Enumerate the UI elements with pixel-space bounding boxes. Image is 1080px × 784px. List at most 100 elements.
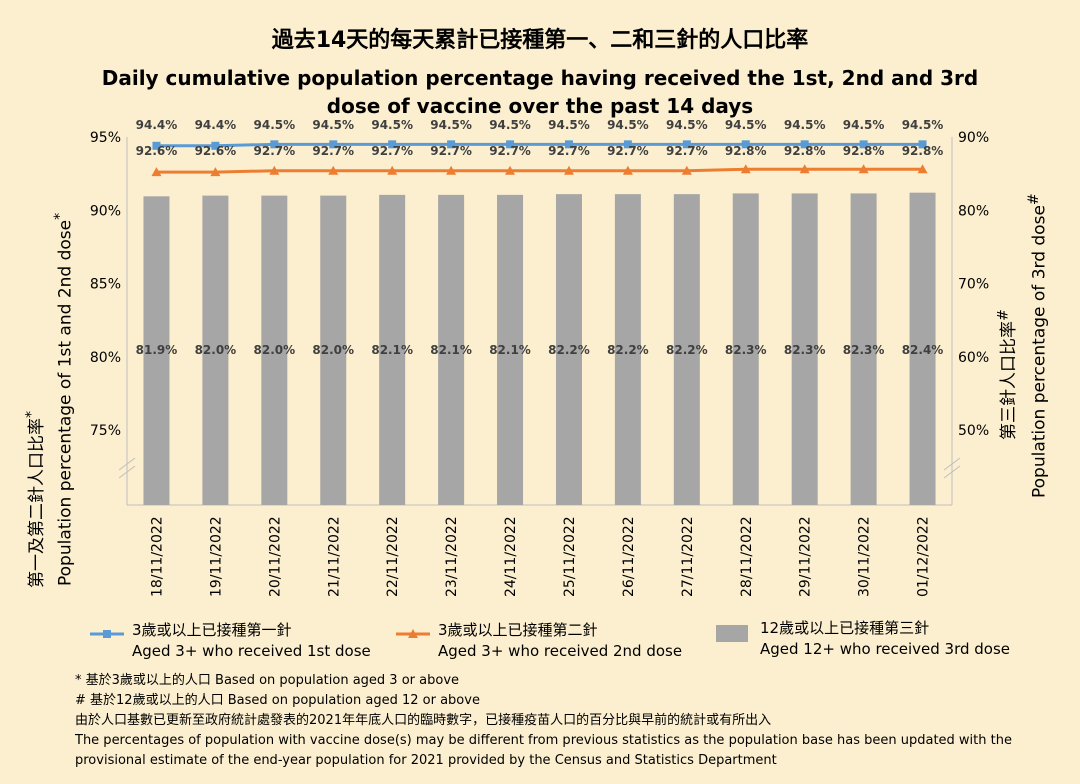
point-dose2-label: 92.7% [371,144,413,158]
point-dose1-label: 94.5% [607,118,649,132]
legend-dose2-zh: 3歲或以上已接種第二針 [438,621,598,639]
x-tick-label: 21/11/2022 [326,516,342,597]
line-dose2 [156,167,923,174]
point-dose2-label: 92.7% [666,144,708,158]
bar-dose3 [497,194,524,505]
marker-dose1 [211,141,220,150]
marker-dose2 [799,164,810,174]
bar-dose3 [732,193,759,505]
y-left-tick-label: 90% [90,203,121,219]
legend-dose1-marker [103,630,111,638]
point-dose1-label: 94.5% [725,118,767,132]
point-dose1-label: 94.5% [843,118,885,132]
x-tick-label: 23/11/2022 [444,516,460,597]
legend-item-dose3: 12歲或以上已接種第三針 Aged 12+ who received 3rd d… [760,618,1010,660]
bar-dose3 [555,194,582,505]
bar-dose3 [202,195,229,505]
marker-dose2 [505,165,516,175]
point-dose1-label: 94.5% [312,118,354,132]
bar-dose3-label: 82.1% [430,343,472,357]
y-right-tick-label: 90% [958,130,989,146]
x-tick-label: 28/11/2022 [739,516,755,597]
bar-dose3-label: 82.1% [489,343,531,357]
point-dose1-label: 94.4% [136,118,178,132]
marker-dose2 [740,164,751,174]
left-axis-title-en-sup: * [52,212,68,220]
marker-dose1 [506,140,515,149]
footnotes: * 基於3歲或以上的人口 Based on population aged 3 … [75,671,1065,771]
bar-dose3-label: 82.3% [843,343,885,357]
bar-dose3-label: 82.3% [784,343,826,357]
bar-dose3-label: 82.0% [195,343,237,357]
marker-dose2 [858,164,869,174]
bar-dose3-label: 82.3% [725,343,767,357]
x-tick-label: 30/11/2022 [857,516,873,597]
bar-dose3 [614,194,641,505]
x-tick-label: 01/12/2022 [916,516,932,597]
marker-dose1 [270,140,279,149]
x-tick-label: 18/11/2022 [149,516,165,597]
chart-title-zh: 過去14天的每天累計已接種第一、二和三針的人口比率 [271,28,809,53]
legend-dose3-zh: 12歲或以上已接種第三針 [760,619,930,637]
left-axis-break [118,457,136,479]
marker-dose2 [622,165,633,175]
legend-dose3-swatch [716,625,748,642]
point-dose2-label: 92.7% [430,144,472,158]
point-dose2-label: 92.7% [548,144,590,158]
bar-dose3-label: 82.2% [607,343,649,357]
marker-dose1 [329,140,338,149]
marker-dose2 [269,165,280,175]
right-axis-break [943,457,961,479]
bar-dose3 [850,193,877,505]
left-axis-title-zh: 第一及第二針人口比率 [27,418,47,588]
point-dose1-label: 94.5% [430,118,472,132]
bar-dose3-label: 82.1% [371,343,413,357]
bar-dose3 [909,192,936,506]
point-dose2-label: 92.6% [136,144,178,158]
marker-dose2 [387,165,398,175]
footnote-4: The percentages of population with vacci… [75,733,1012,748]
x-tick-label: 29/11/2022 [798,516,814,597]
bar-dose3 [143,196,170,505]
marker-dose1 [447,140,456,149]
marker-dose2 [210,167,221,177]
footnote-5: provisional estimate of the end-year pop… [75,753,777,768]
y-left-tick-label: 95% [90,130,121,146]
x-tick-label: 19/11/2022 [208,516,224,597]
x-tick-label: 27/11/2022 [680,516,696,597]
bar-dose3 [320,195,347,505]
left-axis-title-en: Population percentage of 1st and 2nd dos… [55,219,76,586]
left-axis-title: 第一及第二針人口比率* [22,411,47,588]
legend-dose2-marker [408,629,418,638]
x-tick-label: 24/11/2022 [503,516,519,597]
bar-dose3-label: 81.9% [136,343,178,357]
bar-dose3-label: 82.0% [312,343,354,357]
footnote-2: # 基於12歲或以上的人口 Based on population aged 1… [75,693,480,708]
y-left-tick-label: 85% [90,277,121,293]
point-dose2-label: 92.7% [607,144,649,158]
left-axis-title-zh-sup: * [23,410,40,418]
right-axis-title: 第三針人口比率# [994,309,1019,440]
footnote-3: 由於人口基數已更新至政府統計處發表的2021年年底人口的臨時數字，已接種疫苗人口… [75,713,772,728]
line-dose1 [156,142,923,148]
x-tick-label: 20/11/2022 [267,516,283,597]
point-dose1-label: 94.5% [784,118,826,132]
left-axis-title-en-wrap: Population percentage of 1st and 2nd dos… [52,213,76,586]
y-left-tick-label: 80% [90,350,121,366]
marker-dose1 [564,140,573,149]
right-axis-title-en: Population percentage of 3rd dose [1029,205,1050,498]
bar-dose3 [438,194,465,505]
marker-dose1 [918,140,927,149]
marker-dose1 [152,141,161,150]
point-dose2-label: 92.8% [902,144,944,158]
right-axis-title-zh-sup: # [995,309,1012,321]
bar-dose3 [791,193,818,505]
bar-dose3-label: 82.2% [548,343,590,357]
point-dose1-label: 94.5% [902,118,944,132]
chart-title-en: Daily cumulative population percentage h… [101,66,979,118]
y-right-tick-label: 70% [958,277,989,293]
right-axis-title-en-sup: # [1026,193,1042,206]
legend-item-dose1: 3歲或以上已接種第一針 Aged 3+ who received 1st dos… [132,620,371,662]
bar-dose3 [673,194,700,505]
